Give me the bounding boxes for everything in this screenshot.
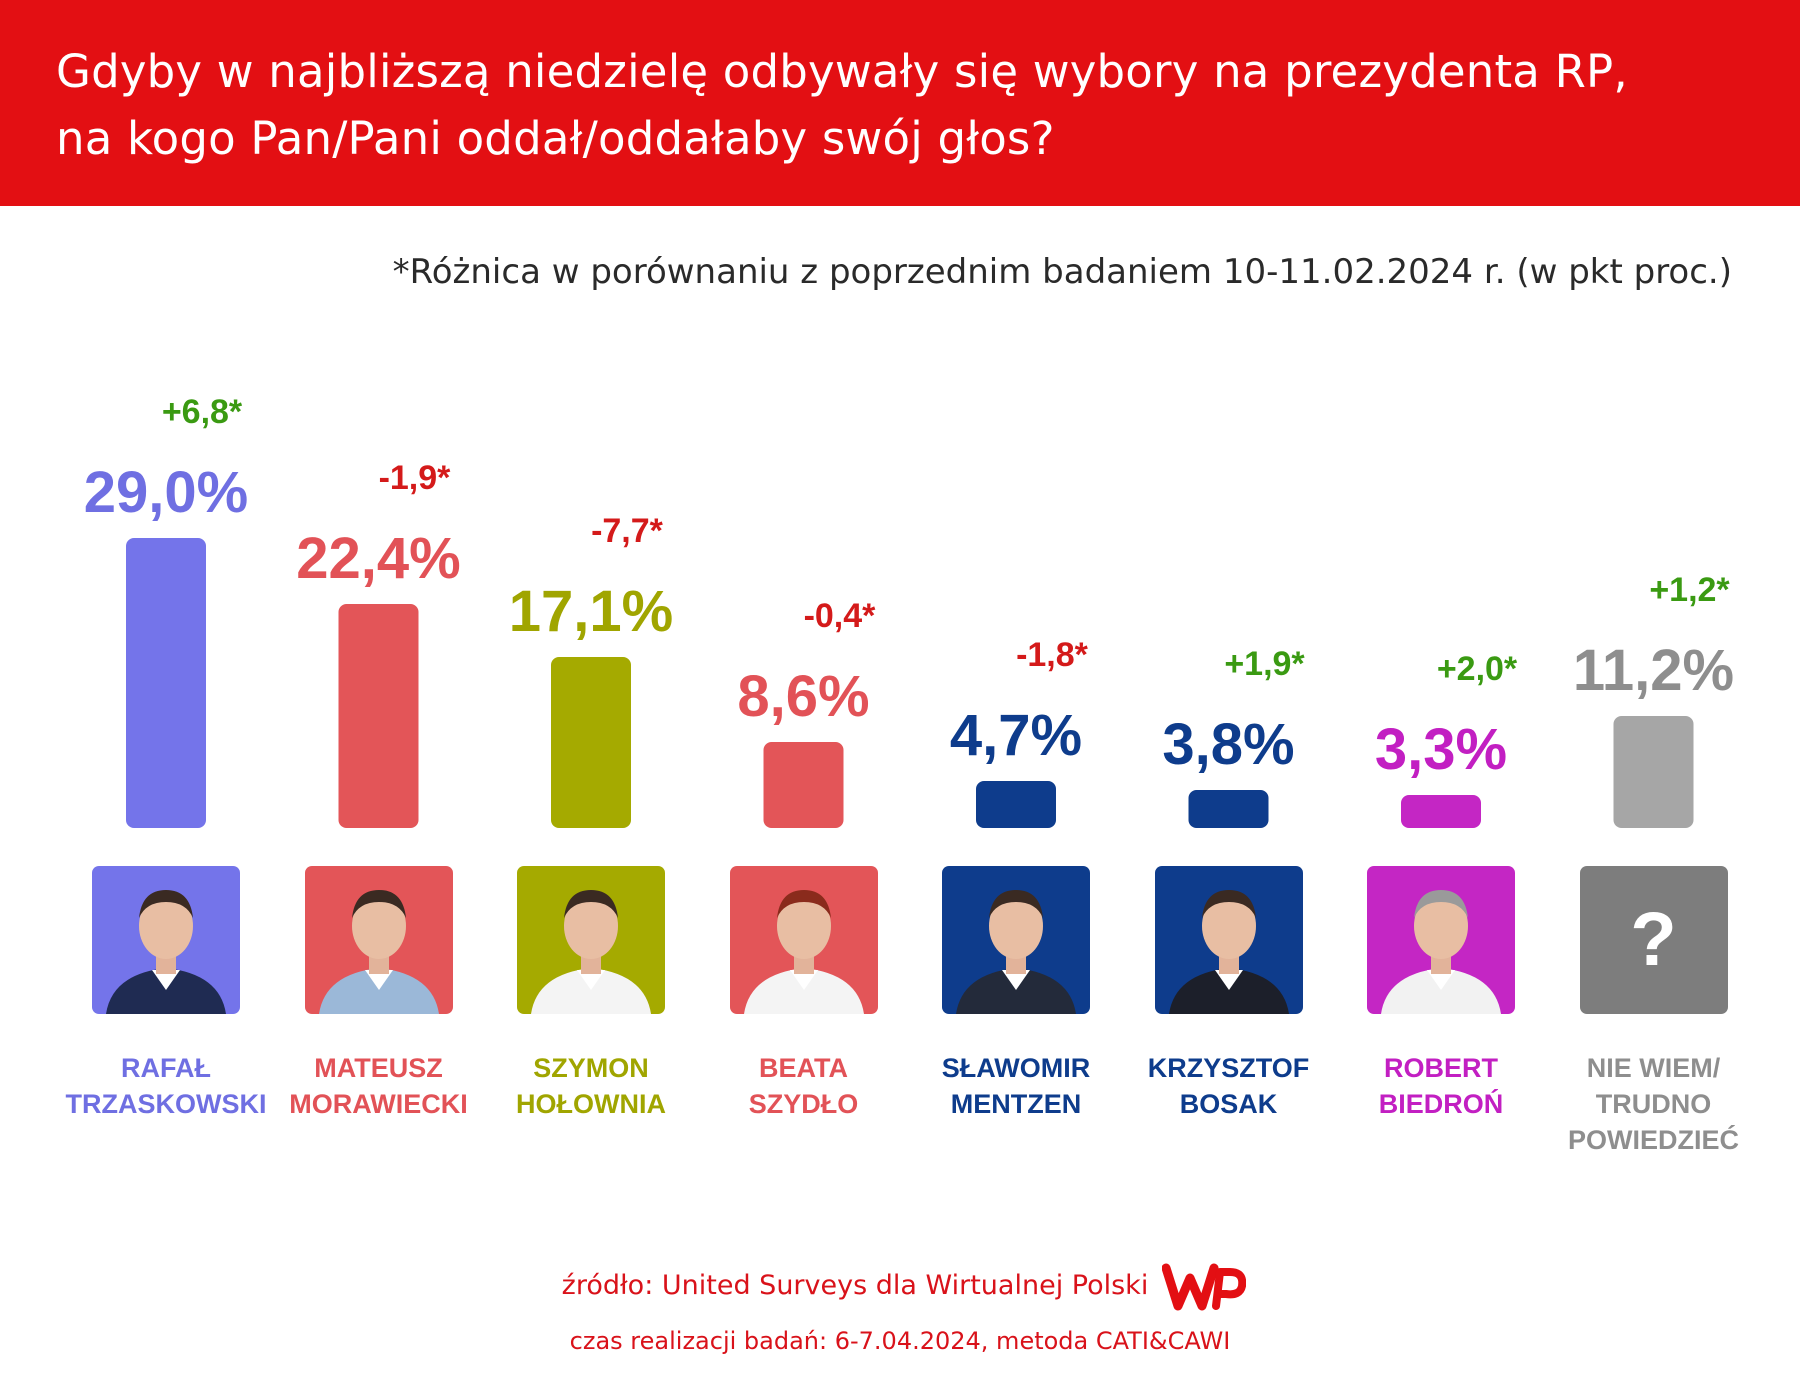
candidate-name-line: BOSAK [1179,1089,1278,1119]
change-label-2: -7,7* [591,512,664,550]
bar-4 [976,781,1056,828]
candidate-photo-3 [729,866,878,1014]
change-label-7: +1,2* [1649,571,1730,609]
candidate-name-line: MATEUSZ [314,1053,443,1083]
candidate-name-line: MENTZEN [950,1089,1082,1119]
unknown-photo: ? [1579,866,1728,1014]
person-icon [956,890,1076,1014]
difference-note: *Różnica w porównaniu z poprzednim badan… [392,252,1732,292]
candidate-name-line: SŁAWOMIR [941,1053,1091,1083]
source-text: źródło: United Surveys dla Wirtualnej Po… [561,1270,1149,1301]
person-icon [1381,890,1501,1014]
person-icon [743,890,864,1014]
candidate-name-line: KRZYSZTOF [1147,1053,1310,1083]
candidate-name-3: BEATA SZYDŁO [684,1050,924,1122]
candidate-photo-6 [1367,866,1515,1014]
candidate-name-4: SŁAWOMIR MENTZEN [896,1050,1136,1122]
value-label-2: 17,1% [509,579,673,644]
value-label-3: 8,6% [737,664,869,729]
bar-chart: 29,0% +6,8* 22,4% -1,9* 17,1% -7,7* 8,6% -0,4* 4… [84,393,1734,828]
source-credit: źródło: United Surveys dla Wirtualnej Po… [0,1270,1800,1301]
change-label-5: +1,9* [1224,645,1305,683]
candidate-name-1: MATEUSZ MORAWIECKI [259,1050,499,1122]
candidate-name-line: HOŁOWNIA [516,1089,666,1119]
candidate-name-line: SZYMON [533,1053,649,1083]
title-line-1: Gdyby w najbliższą niedzielę odbywały si… [56,45,1628,98]
candidate-photo-1 [304,866,453,1014]
value-label-0: 29,0% [84,460,248,525]
value-label-7: 11,2% [1573,638,1734,703]
bar-1 [338,604,419,828]
bar-3 [763,742,844,828]
title-line-2: na kogo Pan/Pani oddał/oddałaby swój gło… [56,112,1055,165]
change-label-0: +6,8* [162,393,243,431]
bar-5 [1188,790,1269,828]
candidate-photo-4 [942,866,1090,1014]
candidate-name-line: TRUDNO [1595,1089,1712,1119]
candidate-name-line: ROBERT [1384,1053,1498,1083]
candidate-name-line: BEATA [759,1053,848,1083]
person-icon [318,890,439,1014]
candidate-name-line: BIEDROŃ [1378,1089,1504,1119]
wp-logo [1162,1263,1246,1311]
bar-6 [1401,795,1481,828]
person-icon [531,890,651,1014]
bar-0 [126,538,206,828]
candidate-name-6: ROBERT BIEDROŃ [1321,1050,1561,1122]
candidate-name-line: MORAWIECKI [289,1089,468,1119]
candidate-photo-2 [517,866,665,1014]
value-label-5: 3,8% [1162,712,1294,777]
question-mark-icon: ? [1630,897,1677,982]
method-text: czas realizacji badań: 6-7.04.2024, meto… [569,1327,1231,1355]
header-banner: Gdyby w najbliższą niedzielę odbywały si… [0,0,1800,206]
chart-title: Gdyby w najbliższą niedzielę odbywały si… [56,38,1756,172]
candidate-name-line: POWIEDZIEĆ [1567,1125,1739,1155]
candidate-name-7: NIE WIEM/TRUDNO POWIEDZIEĆ [1534,1050,1774,1158]
candidate-photo-5 [1154,866,1303,1014]
value-label-4: 4,7% [950,703,1082,768]
change-label-4: -1,8* [1016,636,1089,674]
value-label-6: 3,3% [1375,717,1507,782]
candidate-name-5: KRZYSZTOF BOSAK [1109,1050,1349,1122]
change-label-3: -0,4* [804,597,877,635]
candidate-name-line: SZYDŁO [748,1089,859,1119]
candidate-name-line: NIE WIEM/ [1586,1053,1721,1083]
candidate-name-line: TRZASKOWSKI [65,1089,267,1119]
value-label-1: 22,4% [296,526,460,591]
person-icon [1168,890,1289,1014]
person-icon [106,890,226,1014]
change-label-6: +2,0* [1437,650,1518,688]
candidate-photo-0 [92,866,240,1014]
bar-2 [551,657,631,828]
bar-7 [1613,716,1694,828]
change-label-1: -1,9* [379,459,452,497]
candidate-name-line: RAFAŁ [121,1053,211,1083]
candidate-name-2: SZYMON HOŁOWNIA [471,1050,711,1122]
candidate-name-0: RAFAŁ TRZASKOWSKI [46,1050,286,1122]
